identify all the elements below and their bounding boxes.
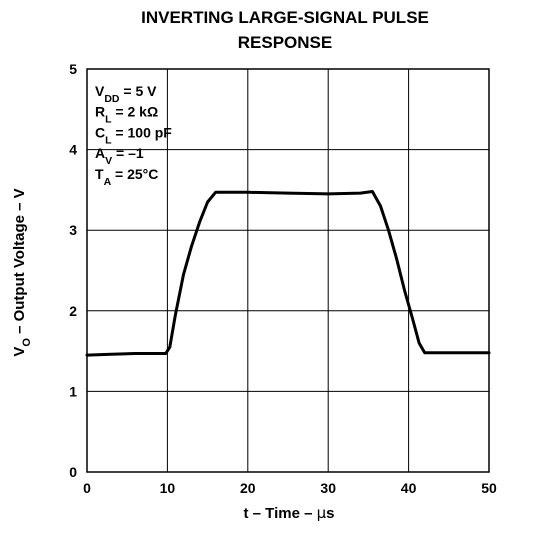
condition-symbol: T bbox=[95, 166, 104, 182]
y-tick-label: 5 bbox=[69, 61, 77, 77]
x-axis-label-text: t – Time – bbox=[244, 505, 317, 522]
y-tick-label: 2 bbox=[69, 303, 77, 319]
condition-symbol: R bbox=[95, 104, 105, 120]
y-tick-label: 3 bbox=[69, 222, 77, 238]
y-tick-label: 0 bbox=[69, 464, 77, 480]
plot-frame bbox=[86, 68, 490, 473]
condition-value: = 5 V bbox=[120, 83, 158, 99]
condition-annotation: RL = 2 kΩ bbox=[95, 104, 158, 126]
condition-subscript: V bbox=[105, 155, 112, 167]
condition-annotation: AV = –1 bbox=[95, 145, 144, 167]
condition-subscript: L bbox=[105, 114, 112, 126]
chart-title-line: INVERTING LARGE-SIGNAL PULSE bbox=[141, 8, 429, 27]
x-tick-label: 20 bbox=[240, 480, 256, 496]
condition-annotation: TA = 25°C bbox=[95, 166, 158, 188]
output-voltage-line bbox=[85, 190, 491, 357]
x-axis-label-unit: s bbox=[326, 505, 334, 522]
condition-subscript: A bbox=[104, 176, 112, 188]
condition-symbol: V bbox=[95, 83, 105, 99]
condition-subscript: L bbox=[105, 134, 112, 146]
condition-annotation: CL = 100 pF bbox=[95, 124, 172, 146]
y-axis-label-text: – Output Voltage – V bbox=[11, 188, 28, 338]
condition-symbol: C bbox=[95, 124, 105, 140]
y-axis-label-symbol: V bbox=[11, 347, 28, 357]
condition-value: = 100 pF bbox=[112, 124, 173, 140]
condition-symbol: A bbox=[95, 145, 105, 161]
x-tick-label: 40 bbox=[401, 480, 417, 496]
y-axis-label: VO – Output Voltage – V bbox=[11, 188, 33, 356]
condition-subscript: DD bbox=[104, 93, 120, 105]
condition-annotation: VDD = 5 V bbox=[95, 83, 157, 105]
x-tick-label: 10 bbox=[160, 480, 176, 496]
chart-title-line: RESPONSE bbox=[238, 33, 332, 52]
x-axis-label-unit-symbol: μ bbox=[317, 504, 327, 522]
condition-value: = 2 kΩ bbox=[112, 104, 159, 120]
y-tick-label: 4 bbox=[69, 142, 77, 158]
x-axis-label: t – Time – μs bbox=[244, 504, 335, 522]
x-tick-label: 50 bbox=[481, 480, 497, 496]
condition-value: = 25°C bbox=[111, 166, 158, 182]
condition-value: = –1 bbox=[112, 145, 144, 161]
y-axis-label-subscript: O bbox=[21, 338, 33, 347]
y-tick-label: 1 bbox=[69, 383, 77, 399]
x-tick-label: 0 bbox=[83, 480, 91, 496]
x-tick-label: 30 bbox=[320, 480, 336, 496]
